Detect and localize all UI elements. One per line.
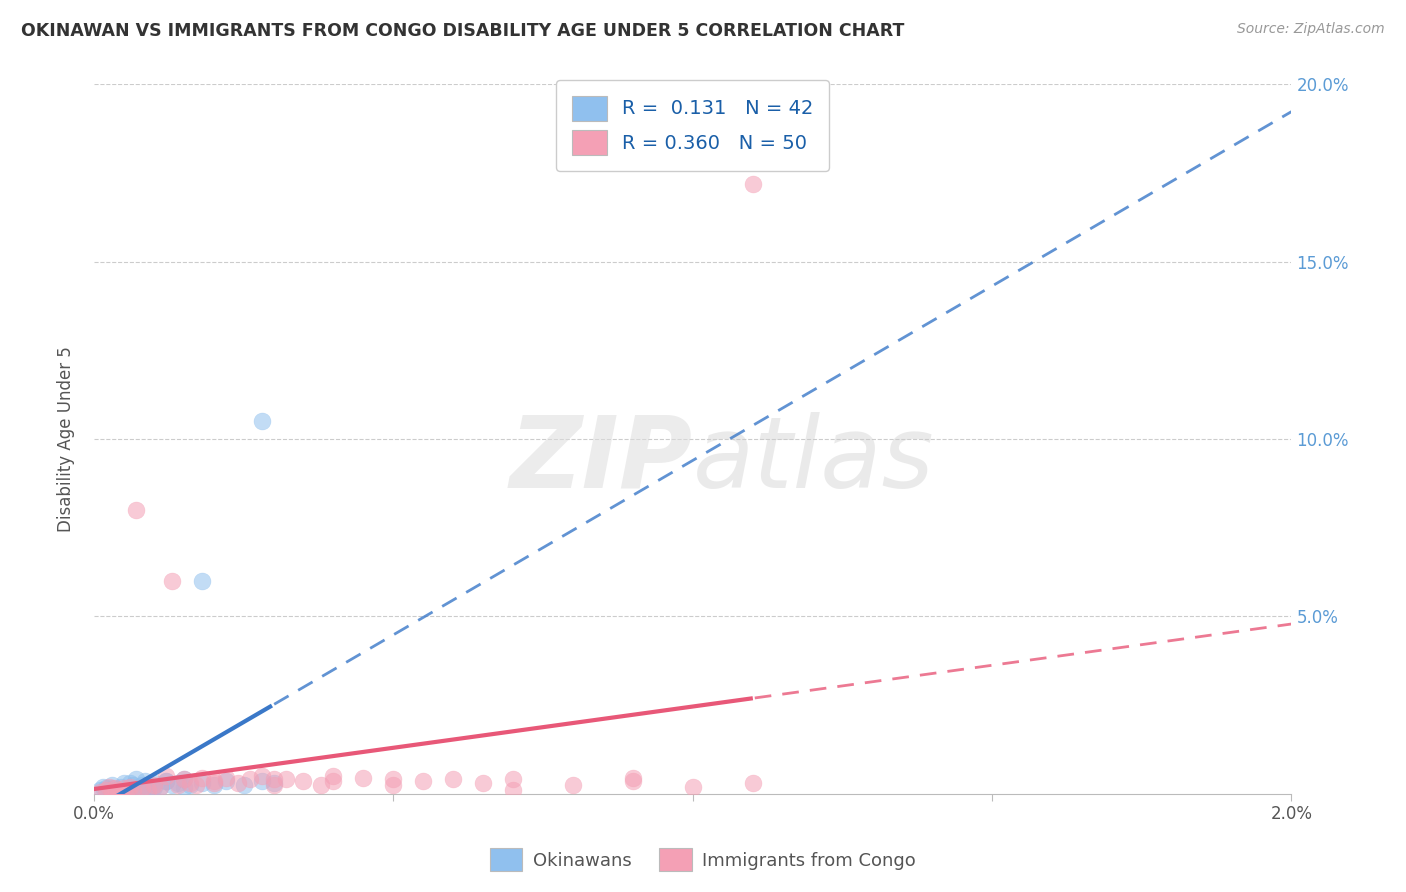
Point (202, 774, 225, 789)
Point (621, 774, 644, 789)
Point (134, 774, 156, 789)
Point (110, 785, 132, 799)
Point (741, 776, 763, 790)
Point (142, 778, 165, 792)
Point (107, 785, 129, 799)
Point (214, 774, 236, 789)
Point (382, 778, 405, 792)
Point (202, 778, 225, 792)
Point (121, 783, 143, 797)
Point (239, 772, 262, 787)
Point (441, 772, 464, 787)
Text: OKINAWAN VS IMMIGRANTS FROM CONGO DISABILITY AGE UNDER 5 CORRELATION CHART: OKINAWAN VS IMMIGRANTS FROM CONGO DISABI… (21, 22, 904, 40)
Legend: R =  0.131   N = 42, R = 0.360   N = 50: R = 0.131 N = 42, R = 0.360 N = 50 (557, 80, 830, 170)
Point (502, 783, 524, 797)
Text: atlas: atlas (693, 412, 935, 508)
Point (250, 769, 273, 783)
Point (382, 772, 405, 787)
Point (166, 776, 188, 790)
Point (131, 778, 153, 792)
Point (184, 778, 207, 792)
Point (190, 771, 212, 785)
Point (101, 781, 124, 796)
Point (107, 783, 129, 797)
Point (412, 774, 434, 789)
Point (173, 780, 195, 794)
Point (118, 785, 141, 799)
Point (352, 771, 374, 785)
Point (263, 778, 285, 792)
Point (125, 503, 148, 517)
Point (155, 774, 177, 789)
Point (179, 778, 201, 792)
Point (125, 772, 148, 787)
Point (101, 785, 124, 799)
Point (202, 776, 225, 790)
Point (118, 780, 141, 794)
Point (190, 574, 212, 588)
Point (173, 772, 195, 787)
Point (97, 780, 120, 794)
Point (561, 778, 583, 792)
Point (226, 776, 249, 790)
Point (128, 780, 150, 794)
Point (250, 414, 273, 428)
Point (139, 783, 162, 797)
Point (232, 778, 254, 792)
Point (112, 785, 135, 799)
Point (89, 785, 111, 799)
Y-axis label: Disability Age Under 5: Disability Age Under 5 (58, 346, 75, 532)
Point (104, 783, 127, 797)
Point (121, 778, 143, 792)
Point (115, 783, 138, 797)
Point (142, 780, 165, 794)
Point (94, 781, 117, 796)
Point (131, 783, 153, 797)
Point (292, 774, 315, 789)
Point (110, 780, 132, 794)
Point (322, 769, 344, 783)
Text: ZIP: ZIP (510, 412, 693, 508)
Point (118, 776, 141, 790)
Point (155, 774, 177, 789)
Point (741, 177, 763, 191)
Point (621, 771, 644, 785)
Point (107, 783, 129, 797)
Legend: Okinawans, Immigrants from Congo: Okinawans, Immigrants from Congo (482, 841, 924, 879)
Point (190, 776, 212, 790)
Point (104, 781, 127, 796)
Point (250, 774, 273, 789)
Point (682, 780, 704, 794)
Point (472, 776, 495, 790)
Point (97, 785, 120, 799)
Point (125, 781, 148, 796)
Text: Source: ZipAtlas.com: Source: ZipAtlas.com (1237, 22, 1385, 37)
Point (263, 772, 285, 787)
Point (149, 780, 172, 794)
Point (131, 781, 153, 796)
Point (136, 780, 159, 794)
Point (112, 781, 135, 796)
Point (94, 783, 117, 797)
Point (274, 772, 297, 787)
Point (115, 783, 138, 797)
Point (214, 771, 236, 785)
Point (173, 772, 195, 787)
Point (160, 778, 183, 792)
Point (149, 780, 172, 794)
Point (322, 774, 344, 789)
Point (311, 778, 333, 792)
Point (263, 776, 285, 790)
Point (142, 776, 165, 790)
Point (136, 783, 159, 797)
Point (89, 783, 111, 797)
Point (155, 769, 177, 783)
Point (101, 778, 124, 792)
Point (91, 780, 114, 794)
Point (166, 778, 188, 792)
Point (160, 574, 183, 588)
Point (502, 772, 524, 787)
Point (179, 776, 201, 790)
Point (112, 776, 135, 790)
